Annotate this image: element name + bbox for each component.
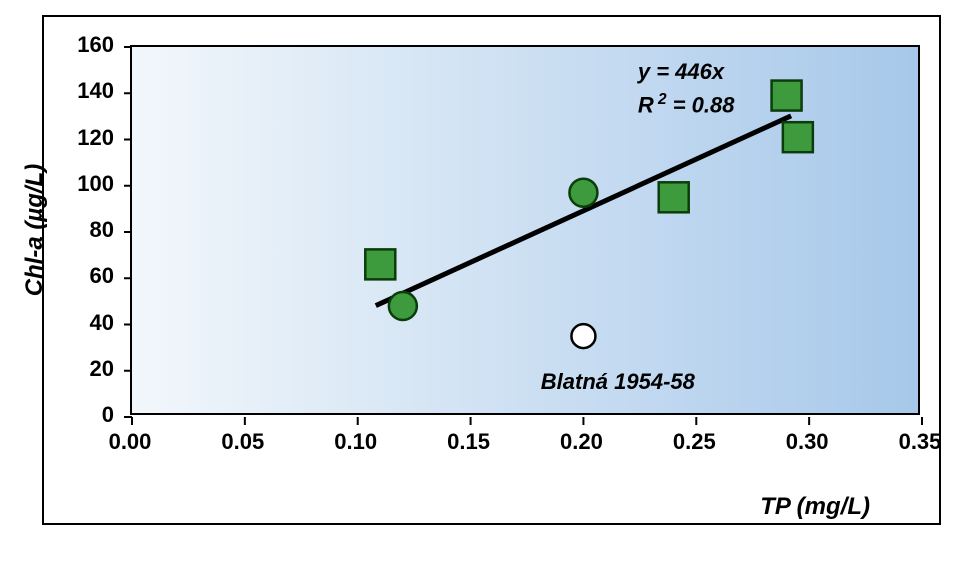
x-tick-label: 0.35 xyxy=(899,429,942,455)
x-tick-label: 0.20 xyxy=(560,429,603,455)
x-tick-label: 0.25 xyxy=(673,429,716,455)
x-axis-title: TP (mg/L) xyxy=(760,493,870,521)
y-tick-label: 0 xyxy=(102,402,114,428)
y-tick-label: 40 xyxy=(90,310,114,336)
plot-area xyxy=(130,45,920,415)
y-tick-label: 120 xyxy=(77,125,114,151)
plot-svg xyxy=(132,47,922,417)
x-tick-label: 0.05 xyxy=(221,429,264,455)
regression-r-squared: R 2 = 0.88 xyxy=(638,91,735,118)
x-tick-label: 0.30 xyxy=(786,429,829,455)
y-tick-label: 100 xyxy=(77,171,114,197)
y-axis-title: Chl-a (µg/L) xyxy=(21,164,49,296)
x-tick-label: 0.10 xyxy=(334,429,377,455)
outlier-point-label: Blatná 1954-58 xyxy=(541,369,695,395)
x-tick-label: 0.00 xyxy=(109,429,152,455)
y-tick-label: 60 xyxy=(90,263,114,289)
regression-equation: y = 446x xyxy=(638,59,724,85)
y-tick-label: 80 xyxy=(90,217,114,243)
y-tick-label: 20 xyxy=(90,356,114,382)
x-tick-label: 0.15 xyxy=(447,429,490,455)
y-tick-label: 140 xyxy=(77,78,114,104)
y-tick-label: 160 xyxy=(77,32,114,58)
